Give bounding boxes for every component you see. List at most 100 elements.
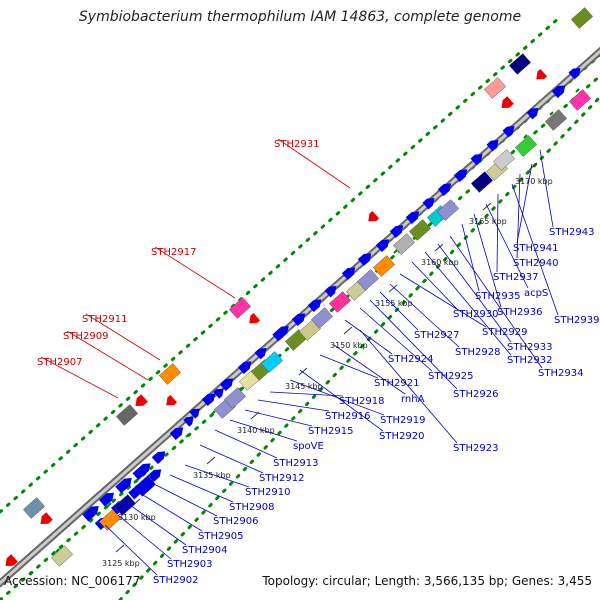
forward-gene-label: STH2913 xyxy=(273,458,318,469)
forward-gene-label: STH2920 xyxy=(379,431,424,442)
forward-gene-label: STH2905 xyxy=(198,531,243,542)
gene-box xyxy=(99,509,121,531)
dotted-track-4 xyxy=(0,74,600,600)
leader-line xyxy=(359,307,433,372)
reverse-gene-arrow xyxy=(5,554,18,566)
kbp-tick-label: 3125 kbp xyxy=(102,559,140,568)
gene-box xyxy=(23,497,45,519)
forward-gene-label: STH2940 xyxy=(513,258,558,269)
reverse-gene-label: STH2907 xyxy=(37,357,82,368)
forward-gene-arrow xyxy=(147,469,162,483)
kbp-ticks: 3125 kbp 3130 kbp 3135 kbp 3140 kbp 3145 kbp… xyxy=(29,88,580,576)
forward-gene-label: STH2910 xyxy=(245,487,290,498)
gene-box xyxy=(409,219,431,241)
forward-gene-arrow xyxy=(357,253,372,267)
forward-gene-arrow xyxy=(526,108,539,120)
leader-line xyxy=(40,356,119,399)
leader-line xyxy=(379,291,419,331)
accession-label: Accession: NC_006177 xyxy=(4,574,141,588)
kbp-tick-label: 3145 kbp xyxy=(285,382,323,391)
leader-line xyxy=(142,494,203,532)
forward-gene-arrow xyxy=(151,451,166,465)
gene-features[interactable] xyxy=(2,7,593,570)
forward-gene-label: STH2936 xyxy=(497,307,542,318)
forward-gene-arrow xyxy=(324,286,337,298)
kbp-tick-label: 3140 kbp xyxy=(237,426,275,435)
forward-gene-label: STH2921 xyxy=(374,378,419,389)
kbp-tick-label: 3130 kbp xyxy=(118,513,156,522)
forward-gene-label: STH2904 xyxy=(182,545,227,556)
leader-line xyxy=(66,330,149,381)
forward-gene-label: rnhA xyxy=(401,394,425,405)
gene-box xyxy=(224,387,246,409)
leader-line xyxy=(154,246,236,299)
leader-line xyxy=(389,283,460,348)
gene-box xyxy=(515,135,537,157)
genome-title: Symbiobacterium thermophilum IAM 14863, … xyxy=(78,9,522,25)
minor-tick xyxy=(81,525,86,530)
leader-line xyxy=(344,319,393,355)
forward-gene-label: STH2937 xyxy=(493,272,538,283)
forward-gene-label: STH2924 xyxy=(388,354,433,365)
reverse-gene-arrow xyxy=(40,512,53,524)
leader-line xyxy=(516,163,533,244)
forward-gene-label: STH2926 xyxy=(453,389,498,400)
kbp-tick-mark xyxy=(298,367,308,376)
forward-gene-arrow xyxy=(237,361,252,375)
forward-gene-arrow xyxy=(470,154,483,166)
leader-line xyxy=(244,409,313,427)
gene-box xyxy=(114,494,136,516)
forward-gene-arrow xyxy=(405,211,420,225)
leader-line xyxy=(184,464,250,488)
gene-labels[interactable]: STH2902 STH2903 STH2904 STH2905 STH2906 STH29… xyxy=(37,138,599,586)
kbp-tick-mark xyxy=(206,456,216,465)
gene-box xyxy=(509,53,531,75)
kbp-tick-label: 3150 kbp xyxy=(330,341,368,350)
gene-box xyxy=(484,77,506,99)
gene-box xyxy=(311,307,333,329)
forward-gene-arrow xyxy=(132,463,151,481)
leader-line xyxy=(411,261,458,310)
forward-gene-arrow xyxy=(169,427,184,441)
forward-gene-label: STH2918 xyxy=(339,396,384,407)
forward-gene-arrow xyxy=(568,68,581,80)
leader-line xyxy=(449,235,543,369)
minor-tick xyxy=(549,111,554,116)
kbp-tick-mark xyxy=(434,243,444,252)
gene-box xyxy=(493,149,515,171)
forward-gene-arrow xyxy=(115,478,132,494)
forward-gene-label: STH2930 xyxy=(453,309,498,320)
reverse-gene-label: STH2931 xyxy=(274,139,319,150)
leader-line xyxy=(277,138,351,189)
forward-gene-label: STH2933 xyxy=(507,342,552,353)
kbp-tick-label: 3155 kbp xyxy=(375,299,413,308)
leader-line xyxy=(437,243,512,343)
reverse-gene-arrow xyxy=(135,394,148,406)
minor-tick xyxy=(185,433,190,438)
gene-box xyxy=(357,269,379,291)
leader-line xyxy=(511,183,559,316)
minor-tick xyxy=(575,88,580,93)
leader-line xyxy=(424,251,512,356)
kbp-tick-label: 3170 kbp xyxy=(515,177,553,186)
kbp-tick-mark xyxy=(388,284,398,293)
reverse-gene-arrow xyxy=(501,96,514,108)
forward-gene-label: STH2941 xyxy=(513,243,558,254)
reverse-gene-label: STH2911 xyxy=(82,314,127,325)
kbp-tick-mark xyxy=(115,544,125,553)
gene-box xyxy=(116,404,138,426)
gene-box xyxy=(437,199,459,221)
forward-gene-arrow xyxy=(254,348,267,360)
gene-box xyxy=(545,109,567,131)
gene-box xyxy=(159,363,181,385)
forward-gene-label: STH2925 xyxy=(428,371,473,382)
forward-gene-label: STH2928 xyxy=(455,347,500,358)
gene-box xyxy=(134,475,156,497)
gene-box xyxy=(229,297,251,319)
forward-gene-label: STH2906 xyxy=(213,516,258,527)
leader-line xyxy=(333,344,406,395)
forward-gene-arrow xyxy=(189,408,200,419)
kbp-tick-mark xyxy=(528,162,538,171)
forward-gene-arrow xyxy=(502,126,515,138)
